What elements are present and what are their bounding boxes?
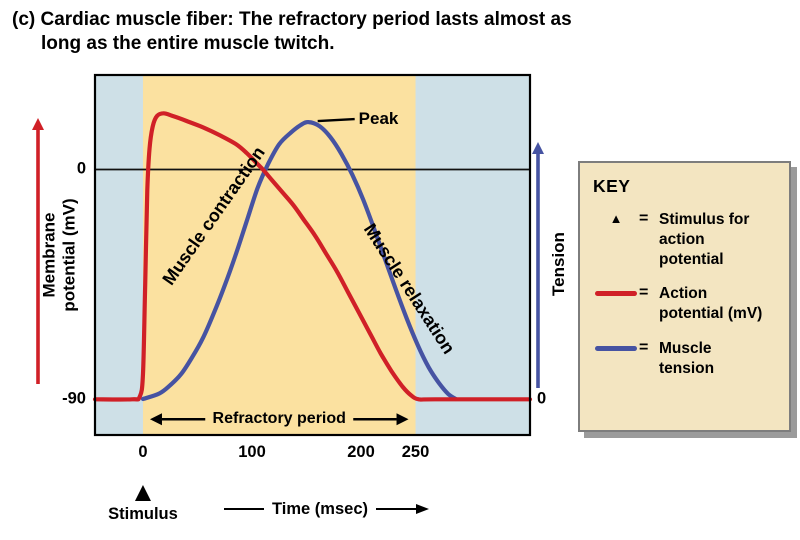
y-right-axis-label: Tension	[549, 232, 568, 296]
key-entry-stimulus: ▲ = Stimulus for action potential	[593, 210, 781, 269]
figure-title-rest: The refractory period lasts almost as lo…	[41, 9, 572, 54]
x-tick-250: 250	[401, 443, 430, 461]
time-arrow-line-right	[376, 507, 416, 511]
time-arrow-head-icon	[416, 504, 429, 514]
y-left-axis-label: Membrane potential (mV)	[39, 198, 79, 312]
key-entry-label-muscle-tension: Muscle tension	[659, 340, 715, 377]
peak-annotation: Peak	[358, 109, 399, 129]
key-entry-action-potential: = Action potential (mV)	[593, 284, 781, 324]
key-entry-muscle-tension: = Muscle tension	[593, 339, 781, 379]
y-left-tick-0: 0	[76, 159, 86, 178]
time-arrow-line-left	[224, 507, 264, 511]
figure-title: (c) Cardiac muscle fiber: The refractory…	[12, 8, 600, 56]
y-right-tick-0: 0	[537, 389, 547, 408]
x-tick-100: 100	[238, 443, 266, 461]
x-axis-label-group: Time (msec)	[224, 499, 429, 518]
equals-sign: =	[639, 210, 649, 227]
x-axis-label: Time (msec)	[272, 499, 368, 518]
figure-title-lead: (c) Cardiac muscle fiber:	[12, 9, 234, 30]
key-entry-label-stimulus: Stimulus for action potential	[659, 211, 750, 268]
x-tick-0: 0	[138, 443, 148, 461]
y-left-tick-minus-90: -90	[62, 389, 86, 408]
x-tick-200: 200	[347, 443, 375, 461]
refractory-period-label: Refractory period	[212, 410, 346, 428]
equals-sign: =	[639, 339, 649, 357]
key-legend: KEY ▲ = Stimulus for action potential = …	[578, 161, 791, 432]
stimulus-triangle-icon: ▲	[609, 211, 623, 226]
stimulus-label: Stimulus	[108, 505, 178, 523]
equals-sign: =	[639, 284, 649, 302]
muscle-tension-line-icon	[595, 346, 637, 352]
key-entry-label-action-potential: Action potential (mV)	[659, 285, 763, 323]
key-title: KEY	[593, 176, 631, 196]
action-potential-line-icon	[595, 291, 637, 297]
